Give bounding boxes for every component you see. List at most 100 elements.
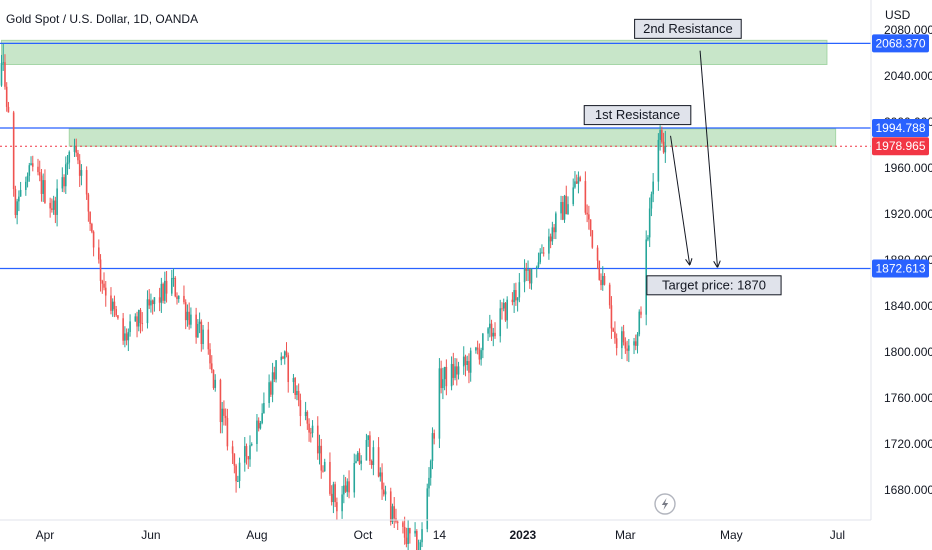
candle	[16, 198, 18, 225]
candle	[528, 269, 531, 289]
candle	[560, 195, 562, 220]
time-axis[interactable]: Apr Jun Aug Oct 14 2023 Mar May Jul	[36, 528, 845, 542]
candle	[553, 224, 555, 239]
candle	[344, 476, 347, 493]
candle	[513, 283, 515, 313]
candle	[40, 169, 43, 202]
candle	[657, 133, 660, 191]
candle	[468, 353, 470, 384]
candle	[263, 392, 265, 414]
candle	[190, 307, 192, 329]
candle	[66, 155, 69, 175]
candle	[283, 350, 286, 365]
x-tick-label: Oct	[354, 528, 373, 542]
candle	[287, 352, 290, 393]
candle	[311, 420, 314, 438]
candle	[462, 346, 465, 375]
candle	[292, 373, 295, 394]
candle	[28, 162, 31, 182]
target-arrow-1	[699, 50, 717, 267]
candle	[259, 420, 262, 430]
candle	[99, 254, 102, 292]
candle	[492, 327, 495, 347]
candle	[54, 196, 57, 224]
candle	[297, 383, 300, 407]
candle	[85, 166, 88, 200]
candle	[501, 302, 503, 320]
candle	[304, 401, 307, 421]
candle	[318, 434, 321, 465]
chart-title: Gold Spot / U.S. Dollar, 1D, OANDA	[6, 12, 198, 26]
candle	[52, 195, 55, 215]
candle	[622, 324, 625, 346]
candle	[224, 408, 227, 426]
candle	[146, 290, 149, 329]
candle	[5, 82, 8, 112]
x-tick-label: Aug	[246, 528, 267, 542]
candle	[257, 417, 260, 432]
annotation-label-2: 1st Resistance	[595, 107, 680, 122]
candle	[306, 410, 309, 430]
candle	[153, 297, 156, 312]
candle	[414, 522, 416, 537]
annotation-label-3: Target price: 1870	[662, 277, 766, 292]
candle	[431, 427, 434, 470]
candle	[137, 309, 140, 332]
candle	[482, 332, 484, 359]
candle	[403, 516, 406, 545]
candle	[377, 437, 380, 478]
y-tick-label: 1960.000	[884, 161, 932, 175]
price-level-lines	[0, 42, 871, 270]
candle	[198, 312, 201, 334]
candle	[614, 321, 616, 344]
candle	[601, 266, 604, 291]
candle	[577, 171, 580, 194]
candle	[383, 482, 385, 497]
candle	[596, 245, 599, 270]
candle	[245, 443, 248, 465]
annotation-box-3[interactable]	[646, 275, 782, 296]
candle	[207, 321, 210, 355]
price-level-tag: 2068.370	[872, 34, 929, 53]
annotation-box-2[interactable]	[583, 105, 692, 126]
candle	[296, 385, 298, 401]
candle	[160, 277, 163, 313]
candle	[542, 246, 545, 257]
candle	[445, 359, 448, 396]
candle	[115, 305, 117, 317]
candle	[219, 378, 222, 434]
candle	[489, 314, 491, 338]
candle	[487, 327, 489, 341]
candle	[600, 273, 602, 291]
candle	[433, 429, 435, 445]
annotation-box-1[interactable]	[634, 18, 742, 39]
candle	[61, 167, 64, 193]
lightning-icon[interactable]	[654, 493, 676, 515]
candle	[624, 337, 627, 354]
candle	[523, 259, 526, 293]
candle	[122, 312, 124, 345]
candle	[515, 282, 517, 306]
candle	[391, 503, 394, 525]
candle	[165, 271, 168, 303]
candle	[322, 465, 324, 473]
candle	[626, 340, 628, 362]
candle	[588, 205, 590, 230]
candle	[330, 485, 333, 506]
candle	[89, 211, 91, 231]
svg-text:1978.965: 1978.965	[875, 139, 925, 153]
candle	[195, 307, 197, 344]
candle	[78, 154, 81, 187]
candle	[49, 197, 51, 218]
candle	[282, 355, 284, 360]
price-axis[interactable]: 1680.000 1720.000 1760.000 1800.000 1840.000…	[884, 23, 932, 497]
candle	[111, 298, 114, 317]
candle	[499, 299, 502, 343]
candle	[379, 467, 382, 482]
candle	[574, 171, 576, 189]
candle	[638, 309, 641, 337]
candle	[188, 302, 190, 330]
candle	[469, 347, 472, 382]
candle	[389, 487, 392, 526]
